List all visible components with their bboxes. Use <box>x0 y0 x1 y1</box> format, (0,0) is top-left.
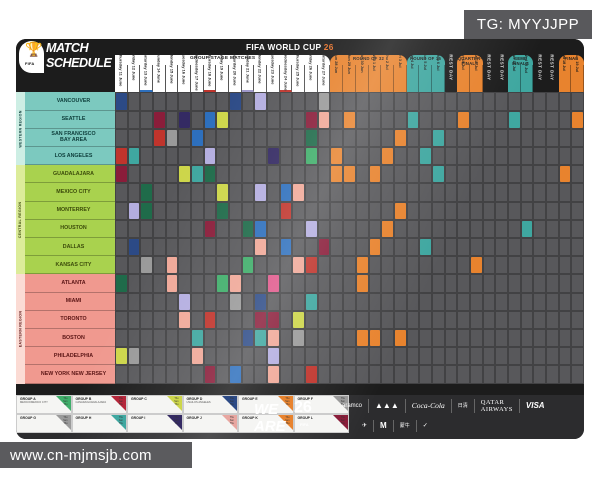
svg-text:FIFA: FIFA <box>300 422 309 427</box>
svg-text:26: 26 <box>294 399 312 416</box>
svg-text:WE: WE <box>254 401 279 418</box>
svg-text:ARE: ARE <box>254 418 287 434</box>
